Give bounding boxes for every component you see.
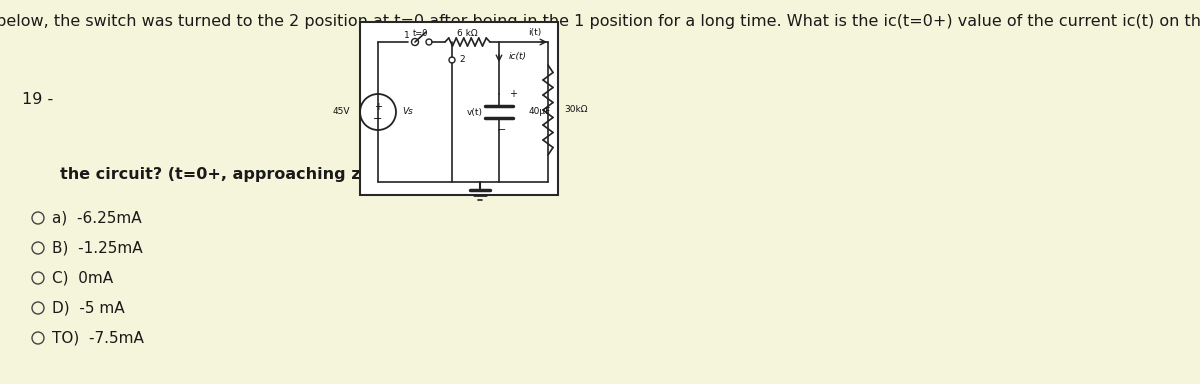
Text: 19 -: 19 -	[22, 93, 53, 108]
Text: +: +	[509, 89, 517, 99]
Text: In the circuit below, the switch was turned to the 2 position at t=0 after being: In the circuit below, the switch was tur…	[0, 14, 1200, 29]
Text: 40µF: 40µF	[529, 108, 551, 116]
Text: i(t): i(t)	[528, 28, 541, 38]
Text: 1: 1	[404, 31, 410, 40]
Text: t=0: t=0	[413, 28, 428, 38]
Text: 6 kΩ: 6 kΩ	[457, 28, 478, 38]
Text: +: +	[374, 102, 382, 112]
Bar	[360, 22, 558, 195]
Text: 45V: 45V	[332, 108, 350, 116]
Text: ic(t): ic(t)	[509, 53, 527, 61]
Text: −: −	[373, 114, 383, 124]
Text: v(t): v(t)	[467, 108, 482, 116]
Text: D)  -5 mA: D) -5 mA	[52, 301, 125, 316]
Text: B)  -1.25mA: B) -1.25mA	[52, 240, 143, 255]
Text: a)  -6.25mA: a) -6.25mA	[52, 210, 142, 225]
Text: TO)  -7.5mA: TO) -7.5mA	[52, 331, 144, 346]
Text: C)  0mA: C) 0mA	[52, 270, 113, 285]
Text: −: −	[498, 125, 506, 135]
Text: 2: 2	[460, 56, 464, 65]
Text: 30kΩ: 30kΩ	[564, 106, 588, 114]
Text: the circuit? (t=0+, approaching zero from the right): the circuit? (t=0+, approaching zero fro…	[60, 167, 532, 182]
Text: Vs: Vs	[402, 108, 413, 116]
